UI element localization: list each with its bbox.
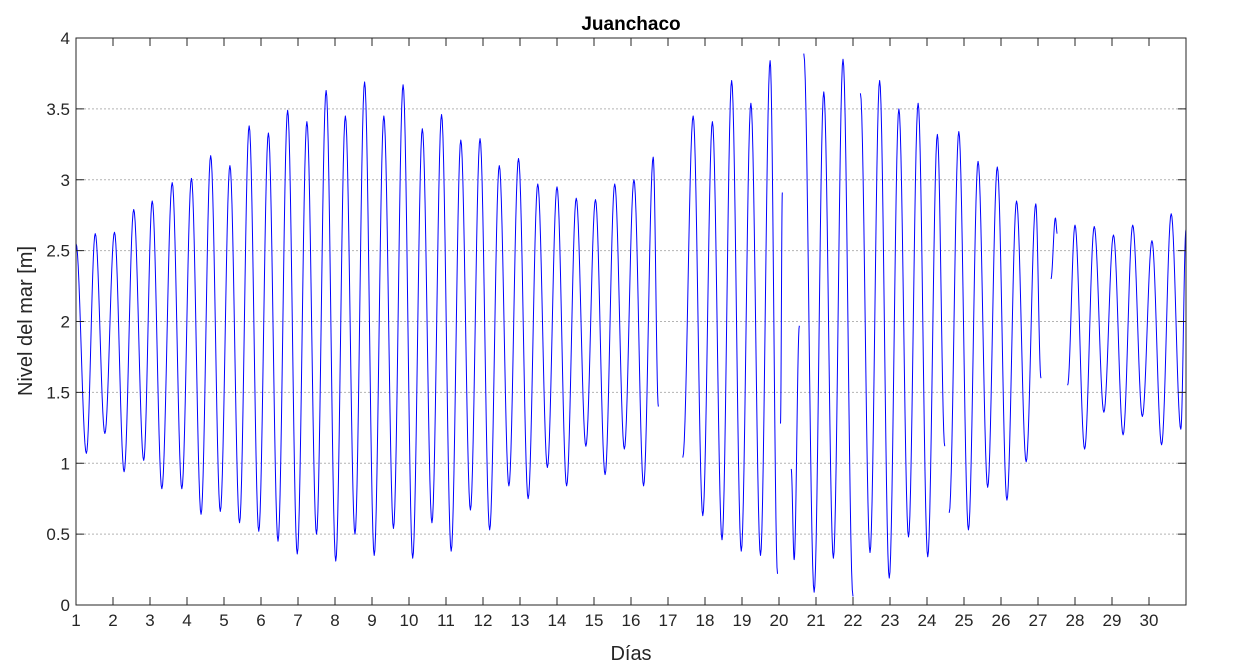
x-tick-label: 7 <box>293 611 302 630</box>
x-tick-label: 9 <box>367 611 376 630</box>
x-tick-label: 26 <box>992 611 1011 630</box>
x-tick-label: 14 <box>548 611 567 630</box>
x-tick-label: 15 <box>585 611 604 630</box>
series-line-segment <box>948 131 1042 531</box>
plot-area-border <box>75 37 1187 606</box>
x-tick-label: 6 <box>256 611 265 630</box>
y-axis-label: Nivel del mar [m] <box>15 246 37 396</box>
series-line-segment <box>803 53 854 597</box>
y-tick-label: 1.5 <box>46 383 70 402</box>
chart-title: Juanchaco <box>581 14 680 35</box>
gridlines <box>76 108 1186 535</box>
x-axis: 1 2 3 4 5 6 7 8 9 10 11 12 13 14 15 16 17 18 19 20 21 22 23 24 2… <box>71 38 1158 630</box>
x-tick-label: 13 <box>511 611 530 630</box>
x-tick-label: 25 <box>955 611 974 630</box>
series-line-segment <box>75 81 659 562</box>
y-tick-label: 4 <box>61 29 70 48</box>
x-tick-label: 19 <box>733 611 752 630</box>
x-tick-label: 28 <box>1066 611 1085 630</box>
series-line-segment <box>779 192 783 424</box>
y-tick-label: 0.5 <box>46 525 70 544</box>
series-layer <box>75 53 1187 597</box>
x-tick-label: 21 <box>807 611 826 630</box>
y-tick-label: 1 <box>61 454 70 473</box>
x-tick-label: 4 <box>182 611 191 630</box>
x-tick-label: 5 <box>219 611 228 630</box>
y-tick-label: 0 <box>61 596 70 615</box>
x-tick-label: 27 <box>1029 611 1048 630</box>
x-tick-label: 29 <box>1103 611 1122 630</box>
x-tick-label: 11 <box>437 611 455 630</box>
series-line-segment <box>1067 213 1187 450</box>
x-tick-label: 23 <box>881 611 900 630</box>
x-axis-label: Días <box>610 643 651 665</box>
series-line-segment <box>859 80 946 579</box>
x-tick-label: 10 <box>400 611 419 630</box>
y-axis: 0 0.5 1 1.5 2 2.5 3 3.5 4 <box>46 29 1186 615</box>
x-tick-label: 17 <box>659 611 678 630</box>
y-tick-label: 2 <box>61 313 70 332</box>
x-tick-label: 2 <box>108 611 117 630</box>
x-tick-label: 30 <box>1140 611 1159 630</box>
series-line-segment <box>1050 217 1058 280</box>
x-tick-label: 18 <box>696 611 715 630</box>
x-tick-label: 1 <box>71 611 80 630</box>
x-tick-label: 3 <box>145 611 154 630</box>
x-tick-label: 12 <box>474 611 493 630</box>
x-tick-label: 16 <box>622 611 641 630</box>
y-tick-label: 3.5 <box>46 100 70 119</box>
x-tick-label: 22 <box>844 611 863 630</box>
x-tick-label: 24 <box>918 611 937 630</box>
y-tick-label: 2.5 <box>46 242 70 261</box>
x-tick-label: 20 <box>770 611 789 630</box>
series-line-segment <box>682 60 779 574</box>
series-line-segment <box>790 325 800 561</box>
x-tick-label: 8 <box>330 611 339 630</box>
y-tick-label: 3 <box>61 171 70 190</box>
